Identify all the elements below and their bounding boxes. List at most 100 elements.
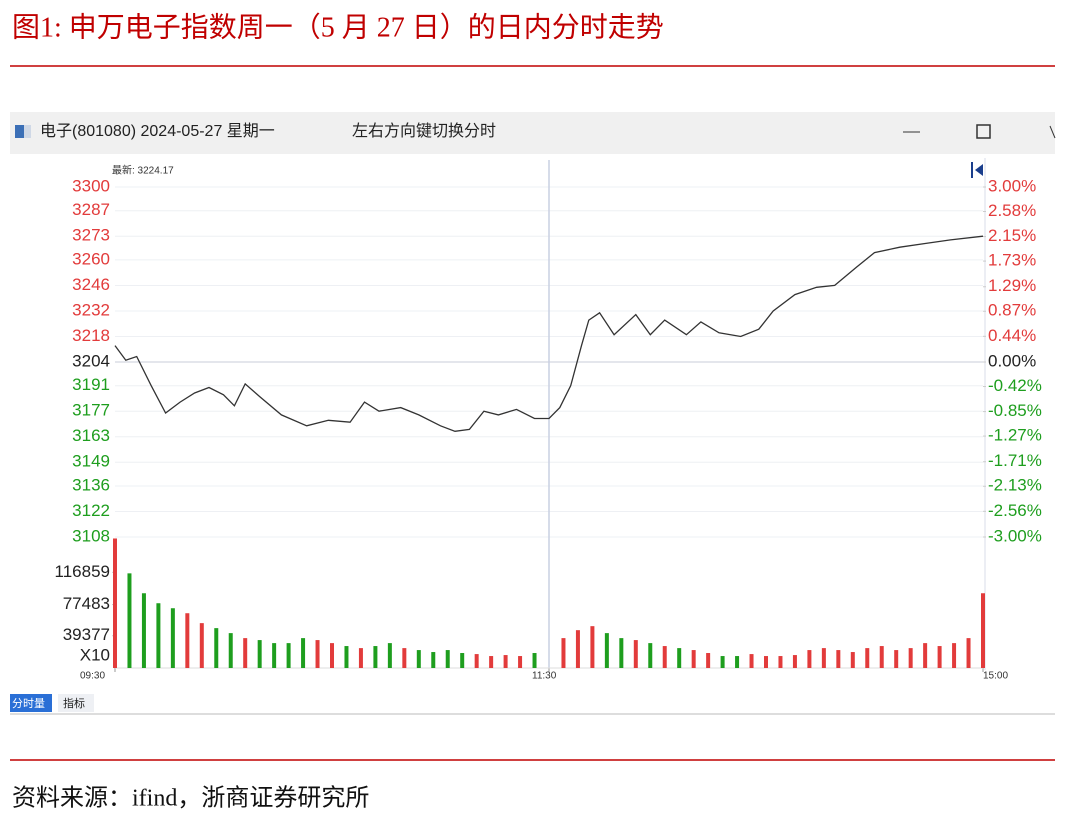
- volume-bar: [937, 646, 942, 668]
- volume-bar: [908, 648, 913, 668]
- volume-bar: [706, 653, 711, 668]
- volume-bar: [474, 654, 479, 668]
- volume-bar: [836, 650, 841, 668]
- volume-bar: [923, 643, 928, 668]
- y-tick-label: 3246: [72, 275, 110, 294]
- y2-tick-label: 0.00%: [988, 351, 1036, 370]
- y2-tick-label: 2.15%: [988, 226, 1036, 245]
- volume-bar: [952, 643, 957, 668]
- tab-label[interactable]: 分时量: [12, 697, 45, 710]
- y2-tick-label: -3.00%: [988, 526, 1042, 545]
- tab-active[interactable]: [10, 694, 52, 712]
- y-tick-label: 3136: [72, 475, 110, 494]
- volume-bar: [807, 650, 812, 668]
- volume-tick-label: 116859: [55, 562, 110, 581]
- volume-bar: [170, 608, 175, 668]
- y2-tick-label: 2.58%: [988, 201, 1036, 220]
- volume-bar: [113, 538, 117, 668]
- volume-bar: [749, 654, 754, 668]
- volume-bar: [821, 648, 826, 668]
- y-tick-label: 3177: [72, 401, 110, 420]
- volume-bar: [894, 650, 899, 668]
- y2-tick-label: -2.13%: [988, 476, 1042, 495]
- volume-bar: [561, 638, 566, 668]
- y2-tick-label: -2.56%: [988, 501, 1042, 520]
- volume-tick-label: 39377: [63, 625, 110, 644]
- source-note: 资料来源：ifind，浙商证券研究所: [12, 785, 369, 812]
- y2-tick-label: -0.85%: [988, 401, 1042, 420]
- volume-bar: [792, 655, 797, 668]
- volume-bar: [648, 643, 653, 668]
- volume-bar: [879, 646, 884, 668]
- volume-bar: [590, 626, 595, 668]
- y2-tick-label: -0.42%: [988, 376, 1042, 395]
- y-tick-label: 3232: [72, 300, 110, 319]
- volume-bar: [243, 638, 248, 668]
- y-tick-label: 3204: [72, 351, 110, 370]
- y-tick-label: 3273: [72, 226, 110, 245]
- volume-bar: [460, 653, 465, 668]
- y-tick-label: 3191: [72, 375, 110, 394]
- volume-bar: [228, 633, 233, 668]
- volume-bar: [127, 573, 132, 668]
- tab-label[interactable]: 指标: [63, 696, 85, 710]
- y2-tick-label: 1.73%: [988, 251, 1036, 270]
- annotation: 最新: 3224.17: [112, 164, 174, 177]
- volume-bar: [865, 648, 870, 668]
- y-tick-label: 3108: [72, 526, 110, 545]
- volume-bar: [489, 656, 494, 668]
- volume-bar: [344, 646, 349, 668]
- window-icon: [24, 125, 31, 138]
- volume-bar: [358, 648, 363, 668]
- y2-tick-label: 0.87%: [988, 301, 1036, 320]
- volume-bar: [850, 652, 855, 668]
- volume-bar: [532, 653, 537, 668]
- volume-bar: [778, 656, 783, 668]
- y-tick-label: 3122: [72, 501, 110, 520]
- volume-bar: [445, 650, 450, 668]
- volume-bar: [373, 646, 378, 668]
- window-caption: 电子(801080) 2024-05-27 星期一: [40, 122, 275, 140]
- volume-bar: [387, 643, 392, 668]
- y-tick-label: 3163: [72, 426, 110, 445]
- x-tick-label: 15:00: [983, 671, 1008, 682]
- maximize-button[interactable]: [976, 124, 991, 139]
- volume-bar: [764, 656, 768, 668]
- volume-bar: [518, 656, 523, 668]
- y2-tick-label: -1.71%: [988, 451, 1042, 470]
- volume-bar: [677, 648, 682, 668]
- volume-bar: [431, 652, 436, 668]
- y-tick-label: 3149: [72, 452, 110, 471]
- volume-bar: [735, 656, 740, 668]
- volume-tick-label: 77483: [63, 594, 110, 613]
- volume-bar: [330, 643, 334, 668]
- volume-bar: [575, 630, 580, 668]
- volume-bar: [416, 650, 421, 668]
- x-tick-label: 09:30: [80, 671, 105, 682]
- x-tick-label: 11:30: [532, 671, 557, 682]
- volume-bar: [633, 640, 638, 668]
- collapse-icon[interactable]: [975, 164, 983, 176]
- volume-bar: [691, 650, 696, 668]
- tab[interactable]: [58, 694, 94, 712]
- volume-bar: [185, 613, 190, 668]
- figure-title: 图1: 申万电子指数周一（5 月 27 日）的日内分时走势: [12, 11, 664, 43]
- volume-bar: [662, 646, 667, 668]
- volume-bar: [301, 638, 306, 668]
- volume-bar: [966, 638, 971, 668]
- y-tick-label: 3218: [72, 326, 110, 345]
- y2-tick-label: -1.27%: [988, 426, 1042, 445]
- volume-bar: [156, 603, 161, 668]
- y-tick-label: 3300: [72, 176, 110, 195]
- y2-tick-label: 1.29%: [988, 276, 1036, 295]
- y2-tick-label: 0.44%: [988, 326, 1036, 345]
- volume-bar: [402, 648, 407, 668]
- volume-bar: [214, 628, 219, 668]
- close-button[interactable]: [1049, 125, 1056, 139]
- window-hint: 左右方向键切换分时: [352, 122, 496, 140]
- volume-bar: [981, 593, 985, 668]
- y2-tick-label: 3.00%: [988, 176, 1036, 195]
- volume-bar: [315, 640, 320, 668]
